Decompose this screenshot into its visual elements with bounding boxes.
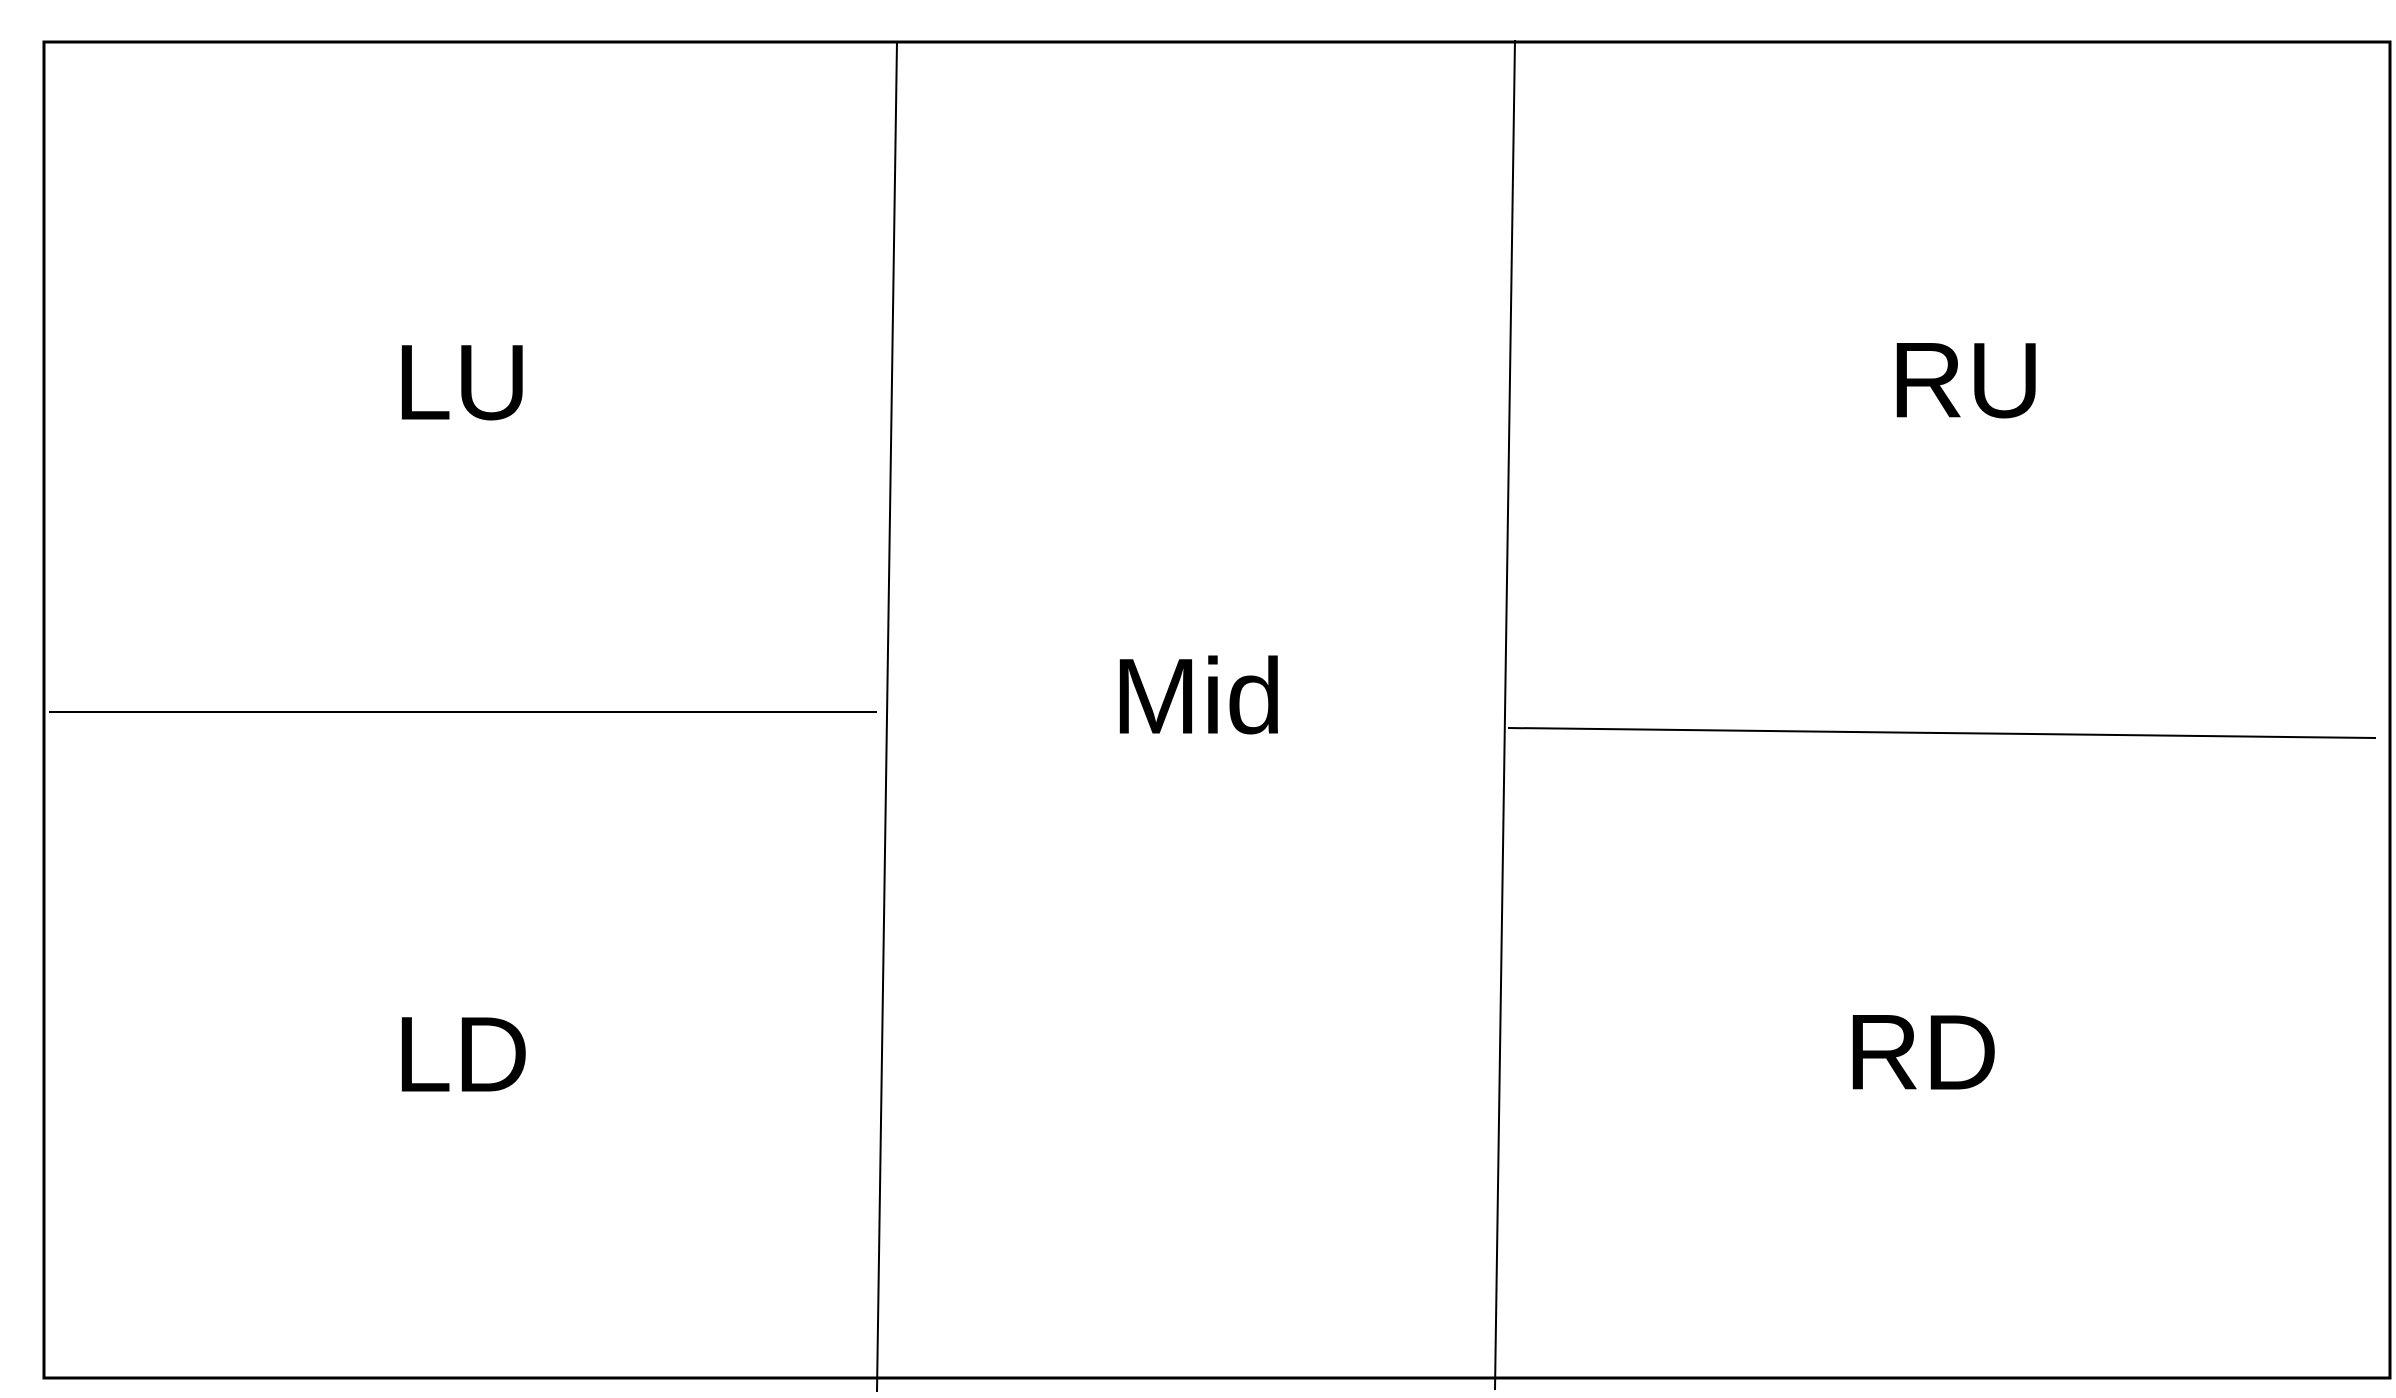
region-label-ru: RU [1888, 320, 2044, 441]
region-label-lu: LU [393, 322, 531, 443]
region-label-ld: LD [393, 994, 531, 1115]
outer-frame [42, 40, 2392, 1380]
region-label-rd: RD [1844, 992, 2000, 1113]
region-label-mid: Mid [1111, 636, 1285, 757]
right-vertical-divider [1494, 39, 1516, 1391]
left-vertical-divider [876, 41, 898, 1393]
right-horizontal-divider [1507, 727, 2377, 739]
